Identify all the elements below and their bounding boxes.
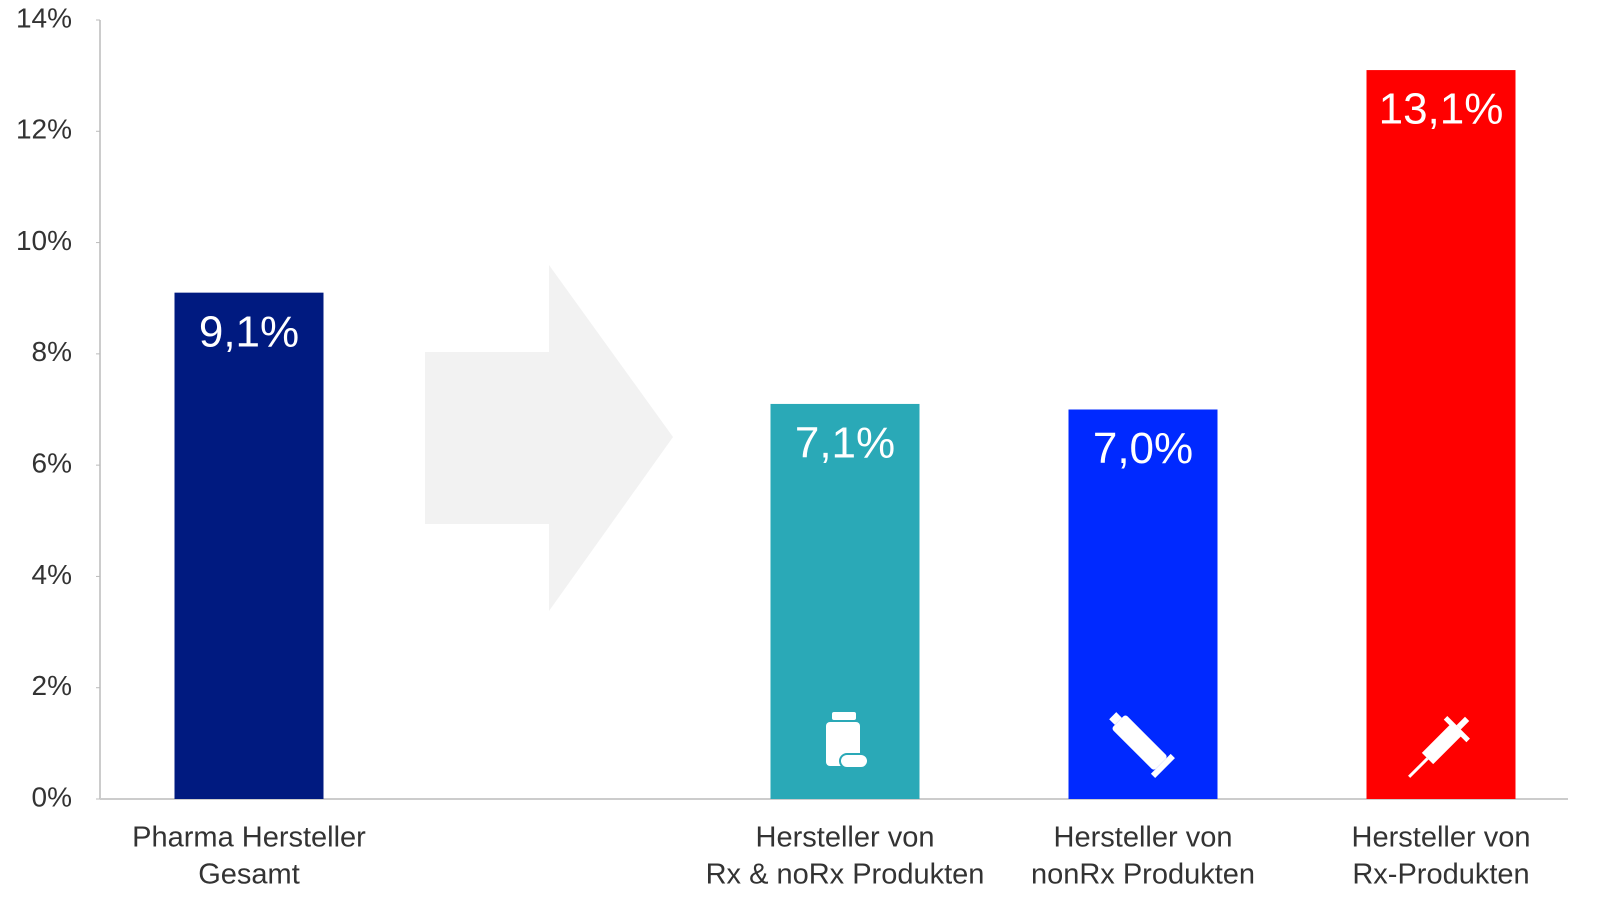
y-tick-label: 14% bbox=[16, 2, 72, 33]
y-tick-label: 10% bbox=[16, 225, 72, 256]
x-tick-label: Hersteller von bbox=[1352, 822, 1531, 854]
value-label: 7,1% bbox=[795, 419, 895, 468]
y-tick-label: 4% bbox=[32, 559, 72, 590]
syringe-icon bbox=[1408, 716, 1470, 778]
y-tick-label: 6% bbox=[32, 448, 72, 479]
tube-icon bbox=[1109, 712, 1175, 778]
value-label: 7,0% bbox=[1093, 424, 1193, 473]
x-tick-label: Hersteller von bbox=[1054, 822, 1233, 854]
x-tick-label: Pharma Hersteller bbox=[132, 822, 366, 854]
x-tick-label: Rx-Produkten bbox=[1352, 859, 1529, 891]
y-tick-label: 0% bbox=[32, 781, 72, 812]
value-label: 13,1% bbox=[1379, 85, 1504, 134]
bar bbox=[1366, 70, 1516, 800]
y-tick-label: 8% bbox=[32, 336, 72, 367]
x-tick-label: Gesamt bbox=[198, 859, 300, 891]
arrow bbox=[425, 265, 673, 611]
y-tick-label: 2% bbox=[32, 670, 72, 701]
pill-bottle-icon bbox=[826, 712, 869, 769]
x-tick-label: nonRx Produkten bbox=[1031, 859, 1255, 891]
x-tick-label: Hersteller von bbox=[756, 822, 935, 854]
bar bbox=[174, 292, 324, 799]
value-label: 9,1% bbox=[199, 307, 299, 356]
y-tick-label: 12% bbox=[16, 114, 72, 145]
x-tick-label: Rx & noRx Produkten bbox=[706, 859, 985, 891]
icons bbox=[826, 712, 1470, 778]
